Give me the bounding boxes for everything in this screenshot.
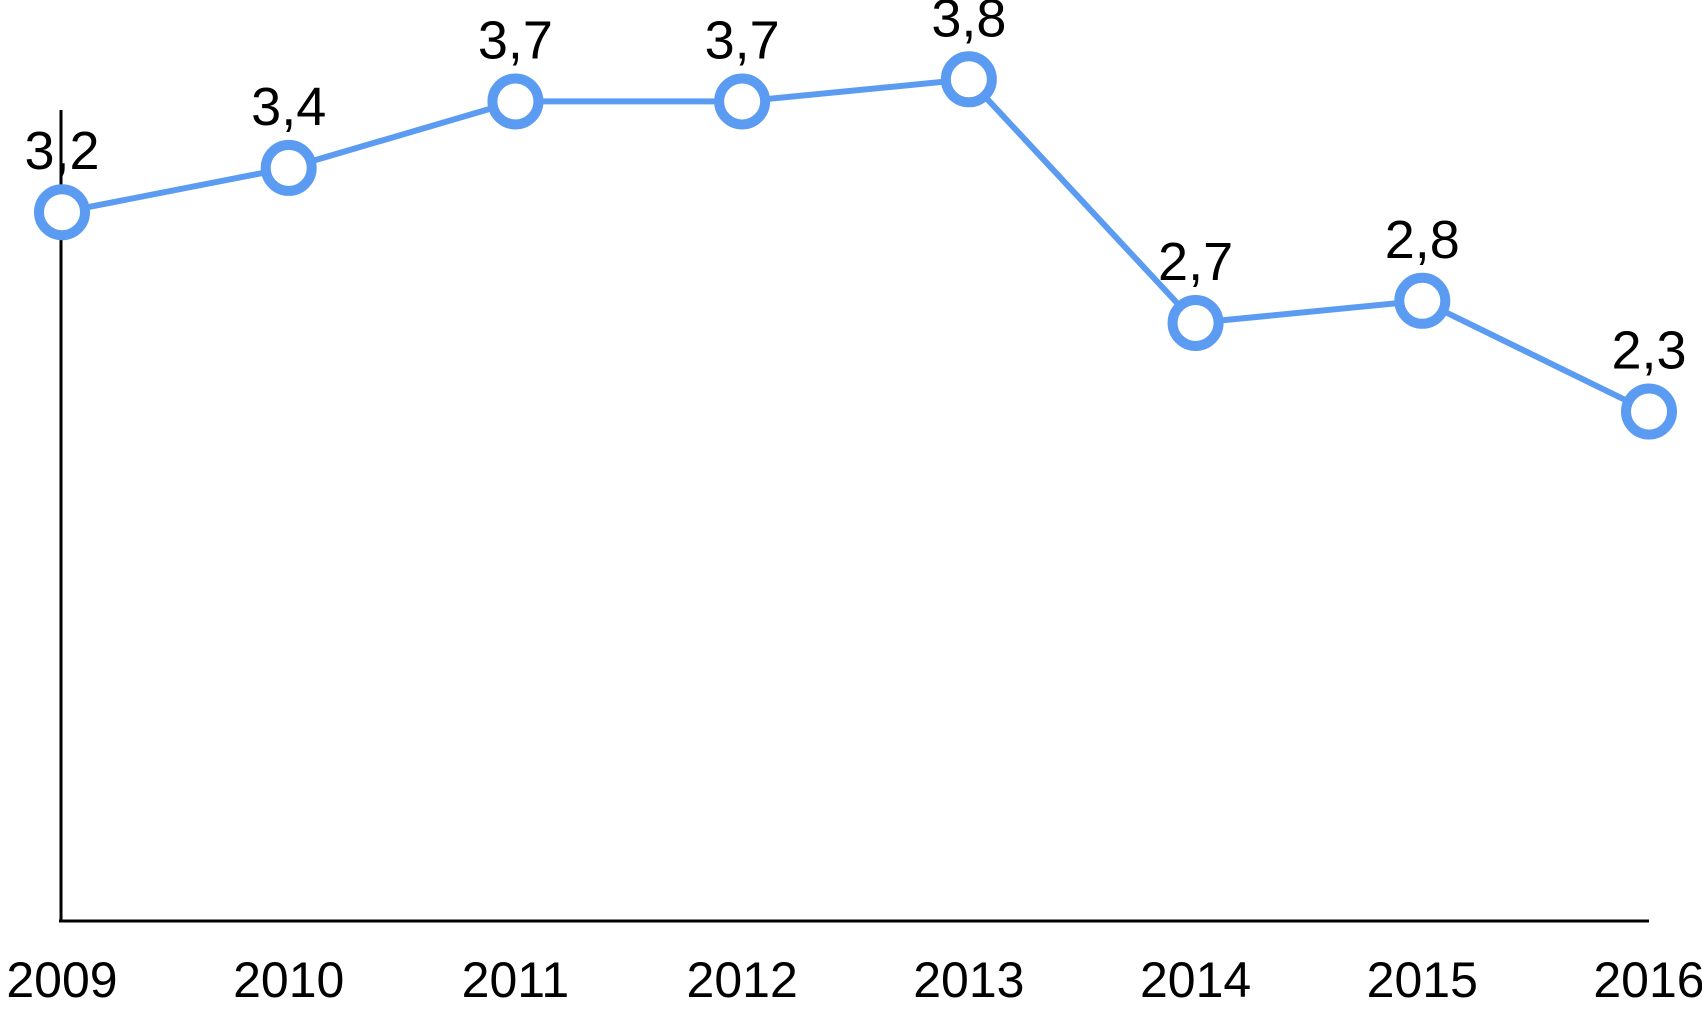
x-tick-label-2014: 2014: [1140, 952, 1251, 1008]
x-tick-label-2009: 2009: [6, 952, 117, 1008]
data-point-2016: [1621, 383, 1677, 440]
x-tick-label-2011: 2011: [462, 952, 570, 1008]
data-point-2013: [940, 51, 997, 108]
data-point-2010: [260, 139, 317, 196]
data-label-2013: 3,8: [931, 0, 1006, 48]
data-point-2015: [1394, 272, 1451, 329]
data-label-2016: 2,3: [1611, 321, 1686, 381]
data-label-2011: 3,7: [478, 10, 553, 70]
x-tick-label-2012: 2012: [687, 952, 798, 1008]
data-point-2009: [34, 184, 90, 241]
series-line: [61, 76, 1651, 415]
series-layer: [61, 76, 1651, 415]
x-tick-label-2016: 2016: [1593, 952, 1702, 1008]
data-label-2010: 3,4: [251, 77, 326, 137]
data-point-2012: [714, 73, 771, 130]
data-label-2014: 2,7: [1158, 232, 1233, 292]
chart-axes: [59, 110, 1649, 923]
x-tick-label-2010: 2010: [233, 952, 344, 1008]
data-label-2015: 2,8: [1385, 210, 1460, 270]
data-label-2012: 3,7: [705, 10, 780, 70]
x-tick-label-2013: 2013: [913, 952, 1024, 1008]
data-labels-layer: 3,2 3,4 3,7 3,7 3,8 2,7 2,8 2,3: [24, 0, 1686, 381]
points-layer: [34, 51, 1677, 440]
x-tick-label-2015: 2015: [1367, 952, 1478, 1008]
data-point-2014: [1167, 294, 1224, 351]
data-point-2011: [487, 73, 544, 130]
data-label-2009: 3,2: [24, 121, 99, 181]
x-tick-labels: 2009 2010 2011 2012 2013 2014 2015 2016: [6, 952, 1702, 1008]
